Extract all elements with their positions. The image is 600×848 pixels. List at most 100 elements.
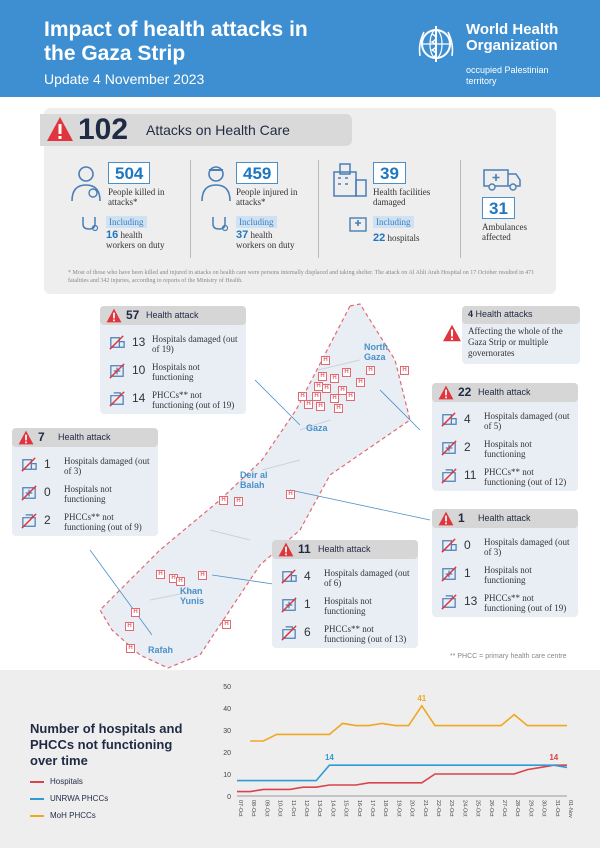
attacks-tab: [40, 114, 352, 146]
attacks-label: Attacks on Health Care: [146, 122, 290, 138]
x-tick-label: 19-Oct: [395, 800, 401, 817]
org-name: World Health Organization: [466, 21, 559, 54]
hospital-marker-icon: H: [322, 384, 331, 393]
x-tick-label: 24-Oct: [461, 800, 467, 817]
warning-icon: [278, 542, 294, 557]
facilities-label: Health facilities damaged: [373, 187, 431, 207]
panel-rafah-head: 7 Health attack: [12, 428, 158, 447]
y-tick-label: 50: [223, 684, 231, 691]
injured-sub: 37 health workers on duty: [236, 229, 295, 251]
phcc-not-functioning-icon: [109, 391, 125, 407]
killed-including: Including: [106, 216, 147, 228]
injured-number: 459: [236, 162, 279, 184]
panel-row-number: 1: [464, 566, 471, 580]
panel-north-head: 22 Health attack: [432, 383, 578, 402]
hospital-marker-icon: H: [321, 356, 330, 365]
line-chart: 0 10 20 30 40 50 07-Oct 08-Oct 09-Oct 10-Oct 11-Oc…: [223, 684, 573, 818]
x-tick-label: 17-Oct: [369, 800, 375, 817]
data-label: 14: [325, 753, 334, 762]
ambulance-icon: [483, 169, 521, 191]
y-tick-label: 0: [227, 794, 231, 801]
x-tick-label: 20-Oct: [409, 800, 415, 817]
panel-whole-strip-note: Affecting the whole of the Gaza Strip or…: [468, 326, 563, 358]
hospital-marker-icon: H: [222, 620, 231, 629]
panel-row-label: Hospitals not functioning: [484, 439, 532, 459]
divider: [318, 160, 319, 258]
chart-title: Number of hospitals and PHCCs not functi…: [30, 721, 183, 768]
place-khan-yunis: Khan Yunis: [180, 586, 205, 606]
warning-icon: [438, 511, 454, 526]
panel-attack-count: 7: [38, 430, 45, 444]
place-rafah: Rafah: [148, 645, 174, 655]
x-tick-label: 30-Oct: [541, 800, 547, 817]
x-tick-label: 22-Oct: [435, 800, 441, 817]
phcc-footnote: ** PHCC = primary health care centre: [450, 653, 567, 660]
hospital-marker-icon: H: [176, 577, 185, 586]
panel-row-label: PHCCs** not functioning (out of 9): [64, 512, 142, 532]
legend-hospitals: Hospitals: [30, 777, 83, 786]
page-subtitle: Update 4 November 2023: [44, 71, 205, 87]
person-killed-icon: [71, 166, 101, 202]
y-tick-label: 10: [223, 772, 231, 779]
facilities-sub: 22 hospitals: [373, 232, 420, 244]
series-line-unrwa-phccs: [237, 764, 568, 782]
panel-row-label: Hospitals damaged (out of 3): [484, 537, 570, 557]
hospital-marker-icon: H: [334, 404, 343, 413]
hospital-marker-icon: H: [316, 402, 325, 411]
panel-row-label: PHCCs** not functioning (out of 19): [484, 593, 567, 613]
x-tick-label: 01-Nov: [567, 800, 573, 818]
hospital-marker-icon: H: [125, 622, 134, 631]
x-tick-label: 10-Oct: [277, 800, 283, 817]
panel-row-number: 2: [464, 440, 471, 454]
health-worker-icon: [82, 217, 99, 232]
warning-icon: [18, 430, 34, 445]
hospital-marker-icon: H: [286, 490, 295, 499]
hospital-damaged-icon: [441, 412, 457, 427]
panel-row-label: Hospitals not functioning: [324, 596, 372, 616]
x-tick-label: 13-Oct: [316, 800, 322, 817]
panel-whole-strip-title: 4 Health attacks: [468, 309, 533, 319]
panel-title: Health attack: [146, 310, 199, 320]
hospital-marker-icon: H: [338, 386, 347, 395]
panel-row-label: PHCCs** not functioning (out of 12): [484, 467, 567, 487]
panel-deir-head: 1 Health attack: [432, 509, 578, 528]
hospital-not-functioning-icon: [21, 485, 37, 501]
ambulances-number: 31: [482, 197, 515, 219]
hospital-marker-icon: H: [131, 608, 140, 617]
series-line-moh-phccs: [250, 704, 567, 742]
person-injured-icon: [201, 166, 231, 202]
x-tick-label: 27-Oct: [501, 800, 507, 817]
hospital-marker-icon: H: [312, 392, 321, 401]
hospital-not-functioning-icon: [441, 440, 457, 456]
hospital-icon: [349, 217, 367, 232]
phcc-not-functioning-icon: [441, 594, 457, 610]
hospital-marker-icon: H: [330, 374, 339, 383]
panel-row-number: 1: [44, 457, 51, 471]
hospital-marker-icon: H: [198, 571, 207, 580]
panel-row-number: 13: [464, 594, 478, 608]
panel-row-number: 0: [44, 485, 51, 499]
hospital-damaged-icon: [281, 569, 297, 584]
chart-section: [0, 670, 600, 848]
panel-deir: 1 Health attack 0 Hospitals damaged (out of…: [432, 509, 578, 617]
panel-row-number: 4: [464, 412, 471, 426]
x-tick-label: 25-Oct: [475, 800, 481, 817]
hospital-marker-icon: H: [356, 378, 365, 387]
x-tick-label: 12-Oct: [303, 800, 309, 817]
place-deir-al-balah: Deir al Balah: [240, 470, 268, 490]
phcc-not-functioning-icon: [281, 625, 297, 641]
hospital-not-functioning-icon: [441, 566, 457, 582]
warning-icon: [443, 324, 461, 342]
panel-row-label: Hospitals damaged (out of 5): [484, 411, 570, 431]
hospital-marker-icon: H: [304, 400, 313, 409]
place-north-gaza: North Gaza: [364, 342, 388, 362]
warning-icon: [47, 117, 73, 141]
panel-attack-count: 57: [126, 308, 140, 322]
x-tick-label: 09-Oct: [263, 800, 269, 817]
hospital-marker-icon: H: [342, 368, 351, 377]
x-tick-label: 31-Oct: [554, 800, 560, 817]
hospital-marker-icon: H: [298, 392, 307, 401]
hospital-marker-icon: H: [126, 644, 135, 653]
x-tick-label: 14-Oct: [329, 800, 335, 817]
legend-unrwa: UNRWA PHCCs: [30, 794, 108, 803]
